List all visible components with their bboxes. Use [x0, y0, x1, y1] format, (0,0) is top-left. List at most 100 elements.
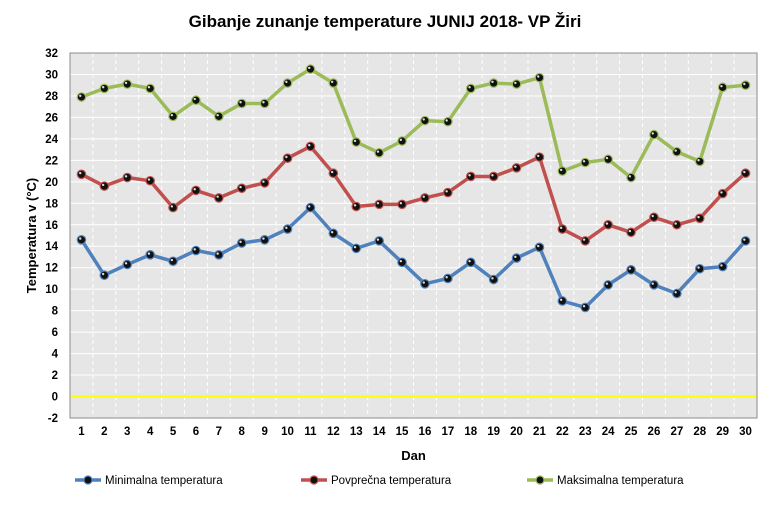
- data-point-marker: [443, 187, 453, 198]
- y-axis-label: Temperatura v (°C): [24, 178, 39, 293]
- data-point: [282, 78, 293, 88]
- data-point: [214, 111, 224, 122]
- data-point-marker: [740, 236, 751, 246]
- legend: Minimalna temperatura Povprečna temperatu…: [75, 475, 684, 487]
- data-point-highlight: [239, 101, 242, 104]
- data-point-marker: [420, 193, 430, 203]
- legend-label: Minimalna temperatura: [105, 475, 223, 487]
- data-point-marker: [649, 129, 659, 140]
- data-point: [168, 111, 178, 122]
- data-point-highlight: [147, 252, 151, 255]
- data-point-highlight: [537, 244, 540, 248]
- data-point-marker: [305, 141, 316, 152]
- data-point-marker: [626, 172, 636, 183]
- data-point-marker: [236, 183, 247, 194]
- data-point-highlight: [399, 138, 403, 142]
- data-point-marker: [99, 270, 110, 281]
- data-point-marker: [145, 250, 155, 260]
- data-point-highlight: [445, 119, 448, 122]
- x-tick-label: 24: [602, 426, 615, 438]
- data-point-marker: [145, 83, 155, 94]
- data-point: [717, 188, 728, 199]
- y-tick-label: 6: [52, 327, 58, 339]
- data-point-marker: [511, 253, 522, 263]
- data-point-highlight: [101, 183, 105, 187]
- data-point-highlight: [651, 132, 654, 135]
- data-point-marker: [488, 171, 499, 182]
- data-point-marker: [305, 64, 316, 74]
- data-point-marker: [443, 273, 453, 284]
- data-point-highlight: [743, 170, 746, 174]
- data-point-highlight: [605, 282, 609, 285]
- data-point-highlight: [330, 80, 334, 84]
- x-tick-label: 2: [101, 426, 107, 438]
- data-point-highlight: [216, 195, 219, 198]
- data-point-highlight: [422, 281, 425, 284]
- data-point: [443, 116, 453, 127]
- data-point-marker: [99, 181, 110, 191]
- data-point: [305, 202, 316, 213]
- data-point-highlight: [491, 174, 494, 177]
- data-point: [374, 148, 384, 158]
- data-point: [191, 95, 201, 106]
- data-point-marker: [168, 111, 178, 122]
- data-point-highlight: [353, 204, 357, 207]
- data-point-highlight: [376, 238, 380, 241]
- x-tick-label: 12: [327, 426, 340, 438]
- data-point: [740, 80, 751, 91]
- data-point-highlight: [468, 174, 471, 177]
- data-point: [626, 172, 636, 183]
- data-point: [236, 98, 247, 109]
- x-tick-label: 7: [216, 426, 222, 438]
- data-point-marker: [649, 280, 659, 290]
- data-point-marker: [259, 98, 270, 109]
- data-point: [649, 212, 659, 223]
- data-point: [305, 141, 316, 152]
- data-point: [511, 163, 522, 173]
- data-point-marker: [351, 201, 362, 212]
- data-point-highlight: [422, 195, 425, 198]
- data-point-highlight: [399, 259, 403, 263]
- data-point-highlight: [491, 80, 494, 84]
- data-point-marker: [717, 261, 728, 272]
- data-point-highlight: [514, 255, 517, 259]
- data-point-highlight: [720, 191, 723, 194]
- data-point-highlight: [262, 237, 265, 240]
- data-point: [328, 168, 339, 179]
- x-tick-label: 5: [170, 426, 177, 438]
- data-point-highlight: [285, 226, 288, 230]
- data-point-highlight: [674, 291, 677, 294]
- data-point: [580, 302, 591, 313]
- legend-swatch-marker: [535, 475, 545, 485]
- data-point: [717, 261, 728, 272]
- data-point-highlight: [743, 238, 746, 241]
- y-tick-label: 28: [45, 91, 58, 103]
- data-point: [511, 253, 522, 263]
- data-point: [420, 279, 430, 289]
- x-axis-ticks: 1 2 3 4 5 6 7 8 9 10 11 12 13 14 15 16 17 18 19 20 21 22 23 24 2…: [78, 426, 752, 438]
- x-tick-label: 29: [716, 426, 729, 438]
- data-point-marker: [168, 256, 178, 267]
- data-point-marker: [465, 171, 476, 182]
- data-point-highlight: [239, 185, 242, 189]
- x-tick-label: 3: [124, 426, 130, 438]
- data-point: [649, 280, 659, 290]
- data-point: [351, 201, 362, 212]
- legend-item: Maksimalna temperatura: [527, 475, 684, 487]
- data-point-marker: [626, 227, 636, 238]
- data-point-marker: [122, 172, 133, 183]
- data-point-highlight: [491, 277, 494, 280]
- data-point-highlight: [445, 276, 448, 279]
- data-point-marker: [191, 245, 201, 256]
- x-tick-label: 16: [419, 426, 432, 438]
- legend-swatch-marker: [309, 475, 319, 485]
- x-tick-label: 26: [648, 426, 661, 438]
- x-tick-label: 1: [78, 426, 85, 438]
- data-point-highlight: [605, 156, 609, 160]
- x-tick-label: 25: [625, 426, 638, 438]
- data-point: [236, 238, 247, 248]
- y-tick-label: 30: [45, 69, 58, 81]
- data-point-marker: [374, 148, 384, 158]
- legend-item: Minimalna temperatura: [75, 475, 223, 487]
- gridlines: [69, 52, 758, 419]
